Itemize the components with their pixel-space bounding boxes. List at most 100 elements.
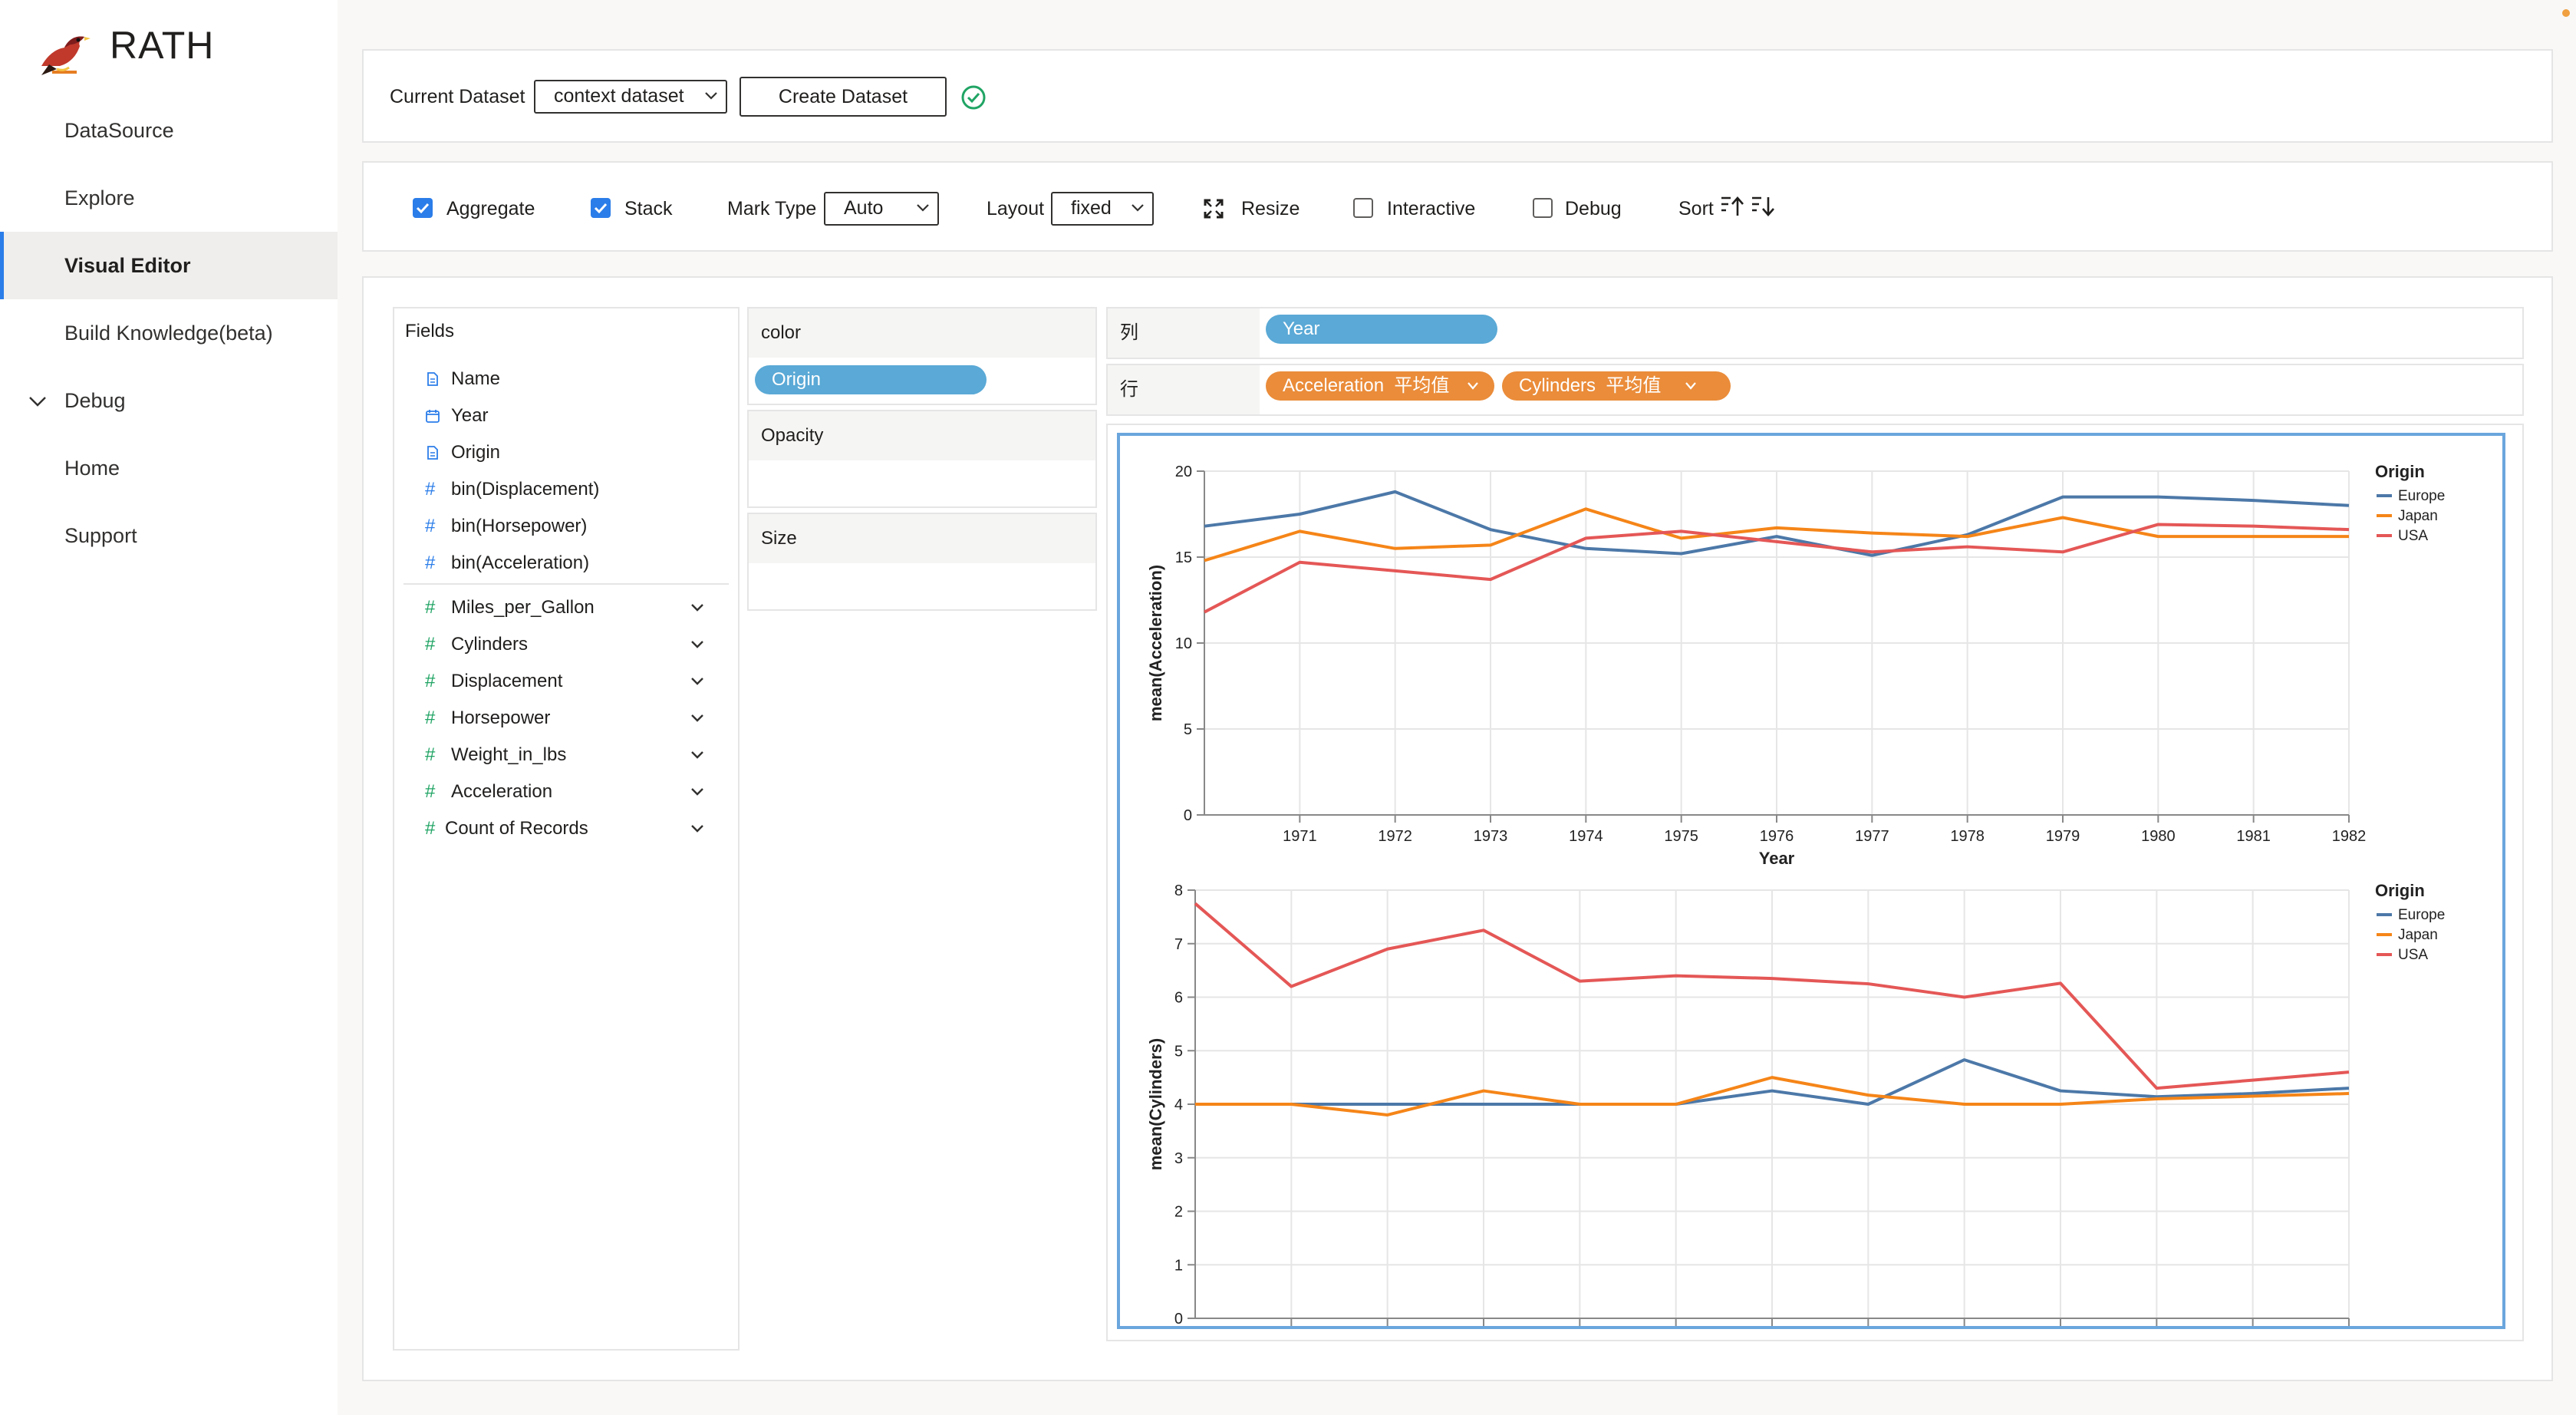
sidebar-item-visual-editor[interactable]: Visual Editor <box>0 232 338 299</box>
columns-shelf-label: 列 <box>1108 308 1260 358</box>
dataset-select-value: context dataset <box>554 85 684 107</box>
field-item[interactable]: # Weight_in_lbs <box>394 737 738 773</box>
row-field-pill-cylinders[interactable]: Cylinders 平均值 <box>1502 371 1731 401</box>
y-tick-label: 0 <box>1184 807 1192 824</box>
sidebar-item-home[interactable]: Home <box>64 457 120 480</box>
interactive-label: Interactive <box>1387 198 1476 219</box>
x-tick-label: 1977 <box>1855 828 1889 845</box>
hash-icon: # <box>425 671 436 691</box>
hash-icon: # <box>425 552 436 573</box>
y-tick-label: 15 <box>1175 549 1192 566</box>
field-item[interactable]: # bin(Displacement) <box>394 471 738 508</box>
legend-label: Japan <box>2398 508 2438 524</box>
field-item[interactable]: # Horsepower <box>394 700 738 737</box>
interactive-checkbox[interactable] <box>1353 198 1373 218</box>
x-tick-label: 1978 <box>1950 828 1985 845</box>
chevron-down-icon[interactable] <box>689 786 706 798</box>
sort-descending-icon[interactable] <box>1751 195 1775 218</box>
field-name: Year <box>451 405 489 426</box>
chart-frame: 0 5 10 15 20 1971 1972 1973 1974 1975 1976 1977 1978… <box>1117 433 2505 1371</box>
dataset-panel: Current Dataset context dataset Create D… <box>362 49 2553 143</box>
sort-label: Sort <box>1678 198 1714 219</box>
field-item[interactable]: # Count of Records <box>394 810 738 847</box>
x-tick-label: 1971 <box>1283 828 1317 845</box>
field-item[interactable]: # Miles_per_Gallon <box>394 589 738 626</box>
sidebar-item-datasource[interactable]: DataSource <box>64 119 174 142</box>
dataset-select[interactable]: context dataset <box>534 80 727 114</box>
field-name: Count of Records <box>445 818 588 839</box>
size-channel-label: Size <box>749 514 1095 563</box>
fields-panel: Fields Name Year Origin # bin(Displacement) #… <box>393 307 740 1351</box>
row-field-pill-acceleration[interactable]: Acceleration 平均值 <box>1266 371 1494 401</box>
hash-icon: # <box>425 516 436 536</box>
x-tick-label: 1975 <box>1664 828 1698 845</box>
y-tick-label: 6 <box>1174 990 1183 1007</box>
sidebar-item-support[interactable]: Support <box>64 524 137 547</box>
color-channel-label: color <box>749 308 1095 358</box>
chevron-down-icon[interactable] <box>689 638 706 651</box>
y-tick-label: 4 <box>1174 1097 1183 1113</box>
series-line-europe <box>1195 1058 2350 1106</box>
field-item[interactable]: # Displacement <box>394 663 738 700</box>
y-axis-title: mean(Acceleration) <box>1146 565 1165 721</box>
fields-divider <box>404 583 729 585</box>
series-line-usa <box>1194 902 2350 1090</box>
rows-shelf-label: 行 <box>1108 365 1260 414</box>
chevron-down-icon <box>29 397 46 407</box>
stack-label: Stack <box>624 198 673 219</box>
field-item[interactable]: # bin(Acceleration) <box>394 545 738 582</box>
calendar-icon <box>425 397 440 437</box>
chevron-down-icon[interactable] <box>689 823 706 835</box>
field-name: bin(Displacement) <box>451 479 600 500</box>
y-axis-title: mean(Cylinders) <box>1146 1038 1165 1170</box>
field-item[interactable]: Year <box>394 397 738 434</box>
field-item[interactable]: Name <box>394 361 738 397</box>
field-item[interactable]: # bin(Horsepower) <box>394 508 738 545</box>
y-tick-label: 1 <box>1174 1257 1183 1274</box>
aggregate-checkbox[interactable] <box>413 198 433 218</box>
hash-icon: # <box>425 479 436 500</box>
field-item[interactable]: # Acceleration <box>394 773 738 810</box>
opacity-channel-label: Opacity <box>749 411 1095 460</box>
field-name: Weight_in_lbs <box>451 744 567 765</box>
field-name: bin(Acceleration) <box>451 552 590 573</box>
series-line-japan <box>1195 1076 2350 1116</box>
chevron-down-icon[interactable] <box>689 675 706 688</box>
rath-logo <box>41 36 91 75</box>
y-tick-label: 8 <box>1174 882 1183 899</box>
field-item[interactable]: Origin <box>394 434 738 471</box>
sidebar-item-debug[interactable]: Debug <box>0 367 338 434</box>
field-item[interactable]: # Cylinders <box>394 626 738 663</box>
document-icon <box>425 361 440 400</box>
x-tick-label: 1972 <box>1378 828 1412 845</box>
legend-label: Japan <box>2398 927 2438 943</box>
chevron-down-icon[interactable] <box>689 602 706 614</box>
stack-checkbox[interactable] <box>591 198 611 218</box>
y-tick-label: 10 <box>1175 635 1192 652</box>
create-dataset-button[interactable]: Create Dataset <box>740 77 947 117</box>
sidebar-item-explore[interactable]: Explore <box>64 186 135 209</box>
resize-label[interactable]: Resize <box>1241 198 1300 219</box>
field-name: Miles_per_Gallon <box>451 597 595 618</box>
debug-checkbox[interactable] <box>1533 198 1553 218</box>
row-field-name: Cylinders <box>1519 375 1596 396</box>
color-channel: color Origin <box>747 307 1097 405</box>
chevron-down-icon[interactable] <box>689 749 706 761</box>
row-field-name: Acceleration <box>1283 375 1385 396</box>
mark-type-select[interactable]: Auto <box>824 192 939 226</box>
layout-select[interactable]: fixed <box>1051 192 1154 226</box>
column-field-pill[interactable]: Year <box>1266 315 1497 344</box>
legend-title: Origin <box>2375 881 2425 900</box>
field-name: bin(Horsepower) <box>451 516 588 536</box>
columns-shelf: 列 Year <box>1106 307 2524 359</box>
chevron-down-icon <box>705 92 717 100</box>
color-field-pill[interactable]: Origin <box>755 365 987 394</box>
hash-icon: # <box>425 597 436 618</box>
y-tick-label: 5 <box>1174 1043 1183 1060</box>
y-tick-label: 7 <box>1174 936 1183 953</box>
expand-icon[interactable] <box>1203 198 1224 219</box>
chevron-down-icon[interactable] <box>689 712 706 724</box>
sidebar-item-build-knowledge[interactable]: Build Knowledge(beta) <box>64 322 273 345</box>
sort-ascending-icon[interactable] <box>1720 195 1744 218</box>
series-line-europe <box>1204 490 2350 557</box>
